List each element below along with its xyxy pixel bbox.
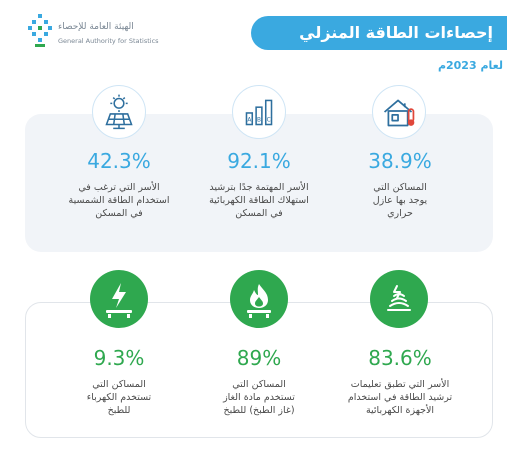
svg-text:A: A (247, 118, 251, 124)
stat-solar-desc: الأسر التي ترغب في استخدام الطاقة الشمسي… (68, 182, 170, 219)
stat-rationing-interest-value: 92.1% (227, 149, 291, 173)
year-label: لعام 2023م (437, 59, 503, 72)
stat-gas-cooking-desc: المساكن التي تستخدم مادة الغاز (غاز الطب… (223, 379, 295, 416)
svg-text:B: B (257, 118, 261, 124)
logo-name-en: General Authority for Statistics (58, 37, 159, 45)
stat-insulation-desc: المساكن التي يوجد بها عازل حراري (372, 182, 428, 219)
stat-guidelines-desc: الأسر التي تطبق تعليمات ترشيد الطاقة في … (347, 379, 453, 416)
abc-energy-rating-icon: A B C (232, 85, 286, 139)
stat-gas-cooking-value: 89% (236, 346, 282, 370)
stat-rationing-interest-desc: الأسر المهتمة جدًا بترشيد استهلاك الطاقة… (209, 182, 309, 219)
stat-solar-value: 42.3% (87, 149, 151, 173)
svg-text:C: C (267, 118, 271, 124)
electric-stove-icon (90, 270, 148, 328)
gastat-logo: الهيئة العامة للإحصاء General Authority … (22, 10, 162, 56)
stat-insulation-value: 38.9% (368, 149, 432, 173)
insulated-house-thermometer-icon (372, 85, 426, 139)
logo-name-ar: الهيئة العامة للإحصاء (58, 22, 134, 32)
gastat-logo-icon (28, 14, 52, 47)
gas-flame-stove-icon (230, 270, 288, 328)
energy-saving-guide-icon (370, 270, 428, 328)
stat-guidelines-value: 83.6% (368, 346, 432, 370)
page-title: إحصاءات الطاقة المنزلي (251, 16, 507, 50)
solar-panel-icon (92, 85, 146, 139)
stat-electric-cooking-value: 9.3% (93, 346, 145, 370)
stat-electric-cooking-desc: المساكن التي تستخدم الكهرباء للطبخ (86, 379, 152, 416)
